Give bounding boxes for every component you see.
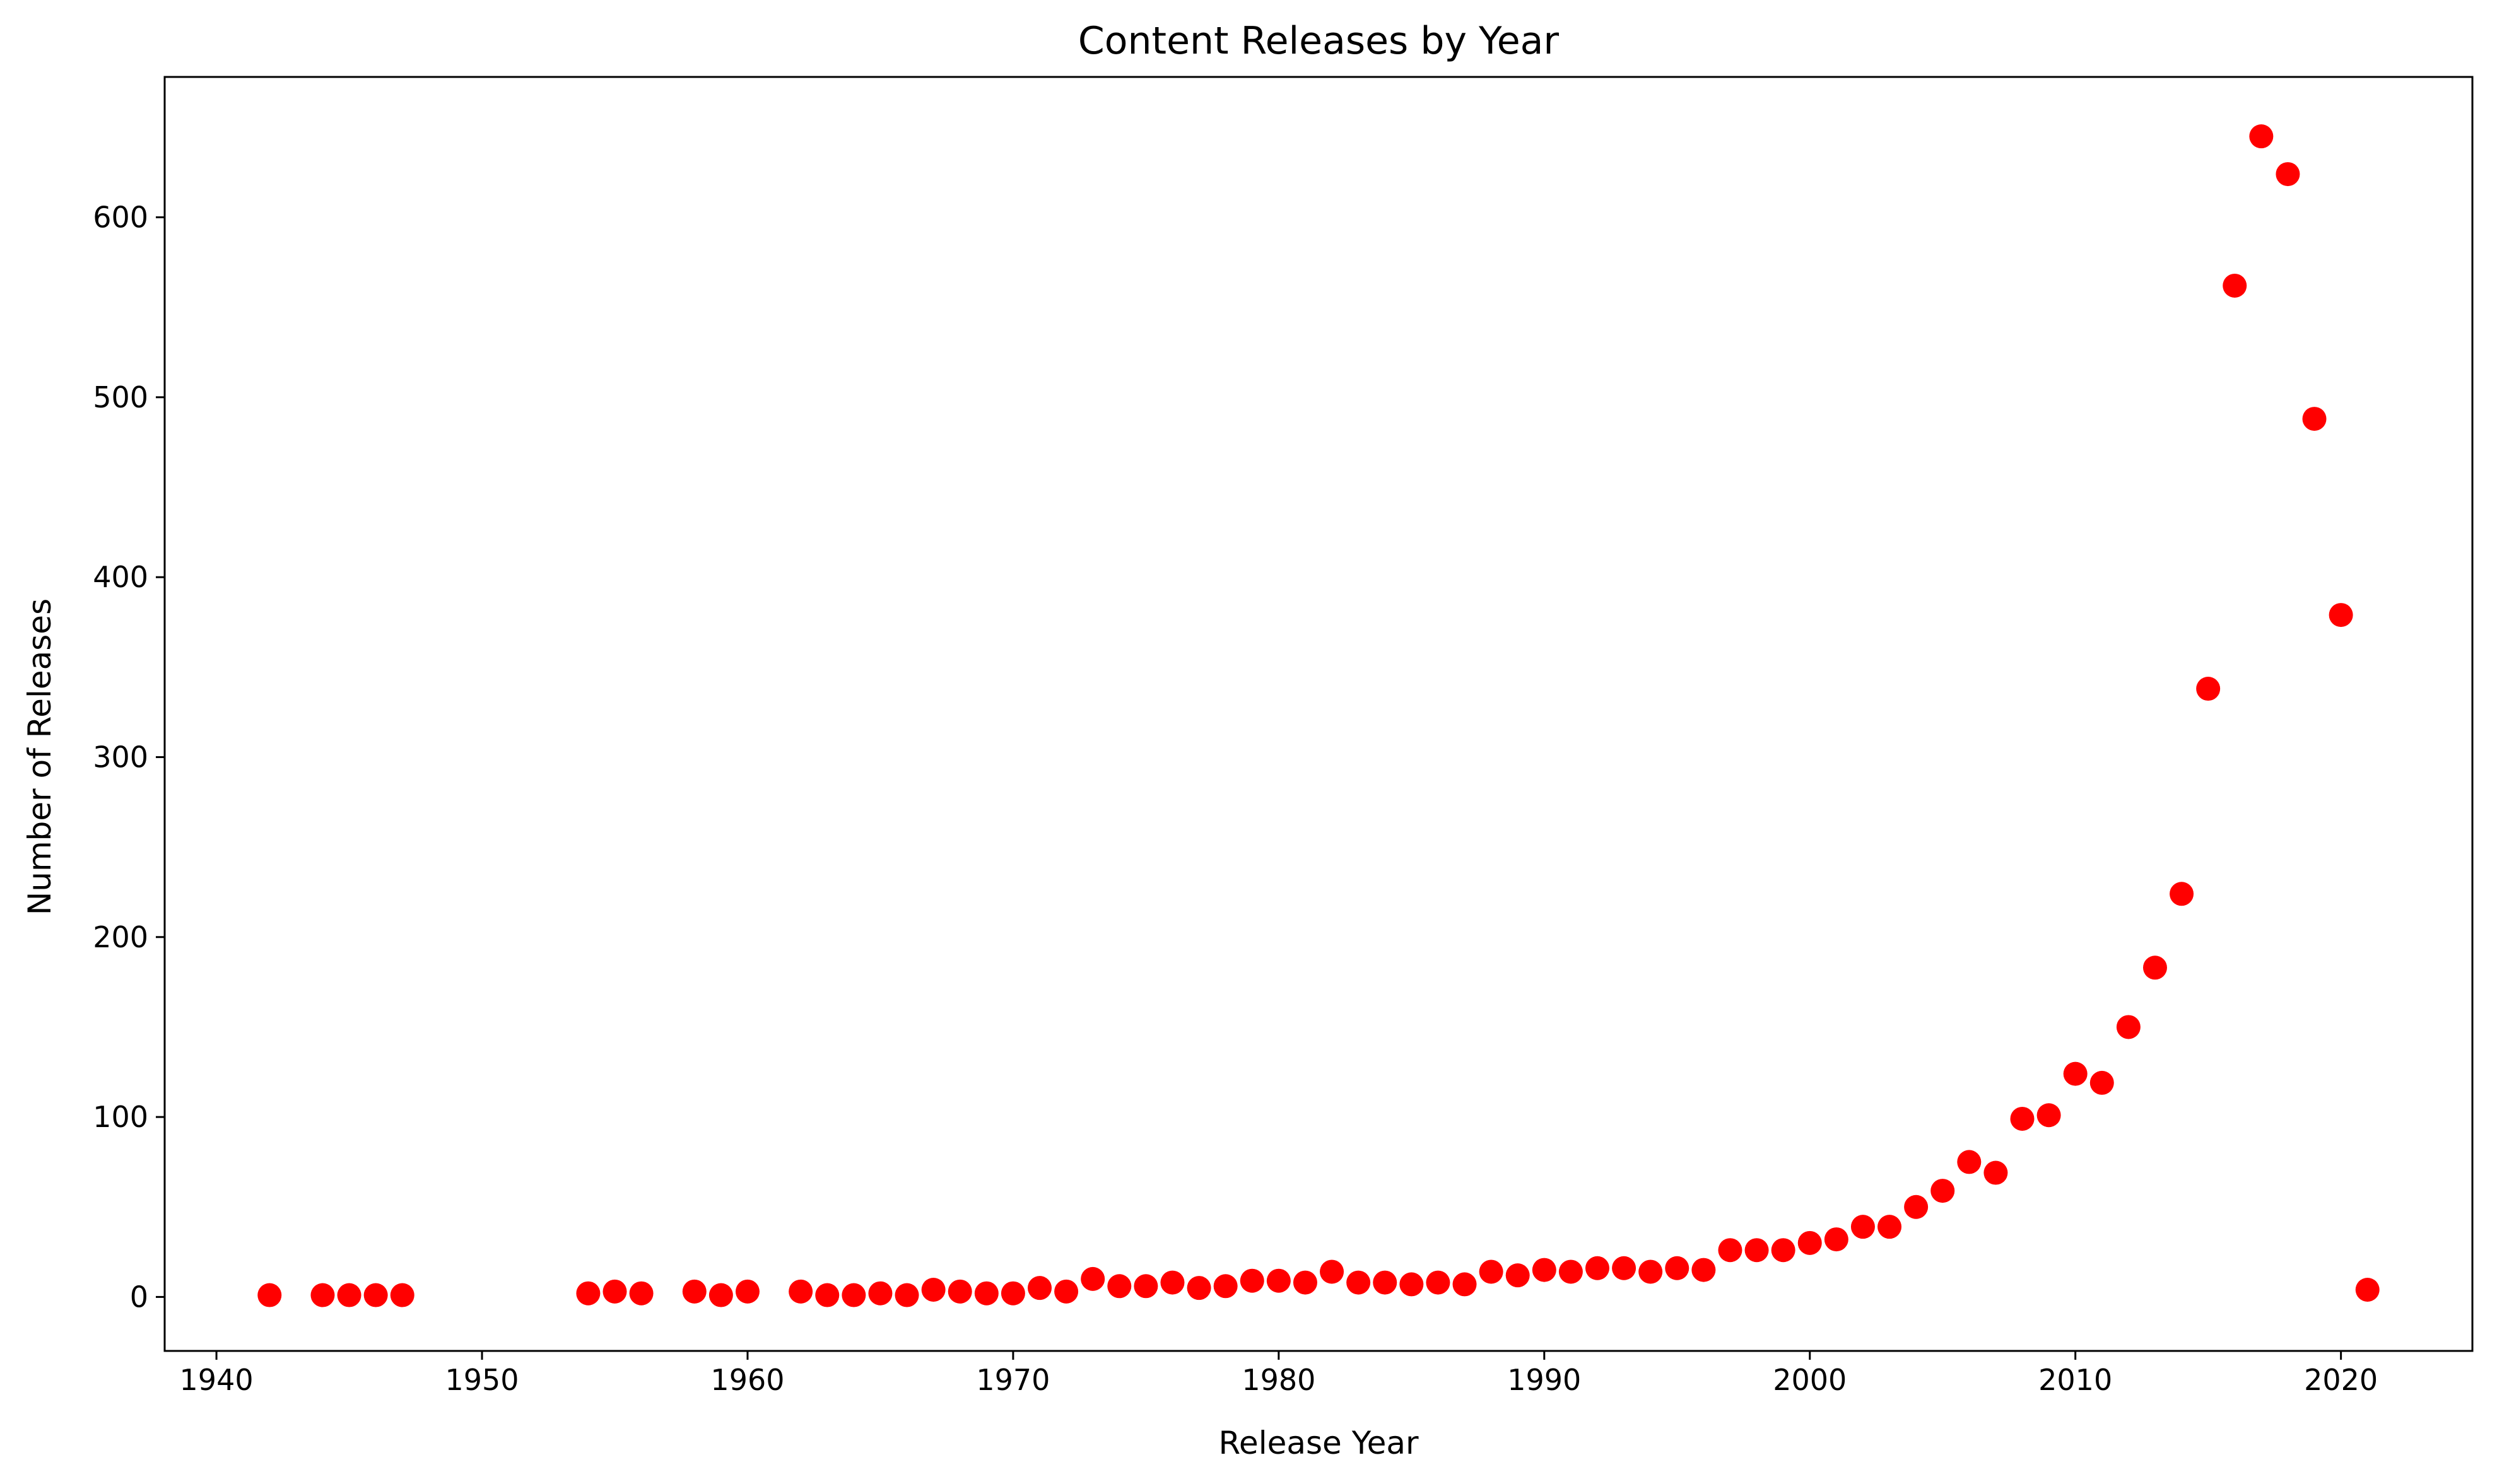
data-point <box>576 1281 601 1306</box>
data-point <box>1771 1238 1795 1263</box>
data-point <box>1134 1274 1158 1299</box>
data-point <box>1028 1276 1052 1300</box>
data-point <box>390 1283 414 1307</box>
y-axis-label: Number of Releases <box>21 599 58 915</box>
data-point <box>2249 124 2274 149</box>
data-point <box>1665 1256 1689 1280</box>
data-point <box>1160 1270 1185 1295</box>
data-point <box>1293 1270 1317 1295</box>
data-point <box>1346 1270 1371 1295</box>
data-point <box>1505 1263 1530 1288</box>
data-point <box>1266 1268 1291 1293</box>
data-point <box>815 1283 840 1307</box>
x-tick-label: 1990 <box>1507 1363 1581 1397</box>
data-point <box>1373 1270 1397 1295</box>
data-point <box>1213 1274 1238 1299</box>
data-point <box>2196 677 2221 701</box>
data-point <box>1983 1160 2008 1185</box>
data-point <box>2089 1070 2114 1095</box>
data-point <box>842 1283 866 1307</box>
data-point <box>1585 1256 1609 1280</box>
data-point <box>1797 1230 1822 1255</box>
data-point <box>1532 1258 1556 1282</box>
data-point <box>1930 1179 1955 1203</box>
data-point <box>1877 1215 1902 1239</box>
data-point <box>1320 1259 1344 1284</box>
data-point <box>974 1281 999 1306</box>
y-tick-label: 0 <box>130 1280 148 1314</box>
x-axis-label: Release Year <box>1218 1425 1419 1461</box>
data-point <box>735 1279 760 1304</box>
y-tick-label: 500 <box>93 380 148 414</box>
data-point <box>363 1283 388 1307</box>
data-point <box>257 1283 282 1307</box>
data-point <box>337 1283 361 1307</box>
data-point <box>2142 955 2167 980</box>
data-point <box>2329 603 2353 628</box>
y-tick-label: 300 <box>93 740 148 774</box>
data-point <box>2063 1061 2088 1086</box>
data-point <box>1850 1215 1875 1239</box>
data-point <box>1957 1150 1982 1174</box>
y-tick-label: 600 <box>93 201 148 235</box>
x-tick-label: 1960 <box>710 1363 784 1397</box>
x-tick-label: 2000 <box>1773 1363 1847 1397</box>
axis-ticks: 1940 1950 1960 1970 1980 1990 2000 2010 2020 0 100… <box>93 201 2378 1397</box>
y-tick-label: 400 <box>93 560 148 594</box>
data-point <box>2170 882 2194 906</box>
x-tick-label: 1980 <box>1242 1363 1315 1397</box>
x-tick-label: 2010 <box>2038 1363 2112 1397</box>
x-tick-label: 1940 <box>180 1363 254 1397</box>
data-point <box>1001 1281 1025 1306</box>
data-point <box>921 1277 946 1302</box>
data-point <box>868 1281 893 1306</box>
data-point <box>1558 1259 1583 1284</box>
data-point <box>2223 273 2247 298</box>
data-point <box>789 1279 813 1304</box>
data-point <box>1081 1266 1105 1291</box>
data-point <box>1691 1258 1716 1282</box>
data-point <box>602 1279 627 1304</box>
data-point <box>1240 1268 1264 1293</box>
data-point <box>2302 407 2327 431</box>
data-point <box>2010 1106 2035 1131</box>
data-point <box>1479 1259 1503 1284</box>
y-tick-label: 200 <box>93 920 148 954</box>
data-point <box>1187 1276 1211 1300</box>
data-point <box>1718 1238 1742 1263</box>
data-point <box>310 1283 335 1307</box>
data-point <box>2355 1277 2380 1302</box>
data-point <box>1107 1274 1132 1299</box>
data-point <box>2036 1103 2061 1128</box>
x-tick-label: 1970 <box>976 1363 1050 1397</box>
data-point <box>948 1279 972 1304</box>
x-tick-label: 1950 <box>445 1363 519 1397</box>
data-point <box>1904 1195 1929 1219</box>
data-point <box>895 1283 919 1307</box>
data-point <box>708 1283 733 1307</box>
data-points <box>257 124 2380 1307</box>
chart-title: Content Releases by Year <box>1078 19 1559 63</box>
data-point <box>2276 162 2300 187</box>
data-point <box>1426 1270 1450 1295</box>
data-point <box>1452 1272 1477 1297</box>
data-point <box>1399 1272 1424 1297</box>
y-tick-label: 100 <box>93 1100 148 1134</box>
data-point <box>1744 1238 1769 1263</box>
plot-area-frame <box>163 76 2474 1352</box>
data-point <box>1824 1227 1848 1252</box>
data-point <box>1638 1259 1663 1284</box>
data-point <box>1612 1256 1636 1280</box>
data-point <box>1054 1279 1079 1304</box>
x-tick-label: 2020 <box>2304 1363 2378 1397</box>
data-point <box>2116 1015 2141 1039</box>
data-point <box>682 1279 707 1304</box>
data-point <box>629 1281 654 1306</box>
